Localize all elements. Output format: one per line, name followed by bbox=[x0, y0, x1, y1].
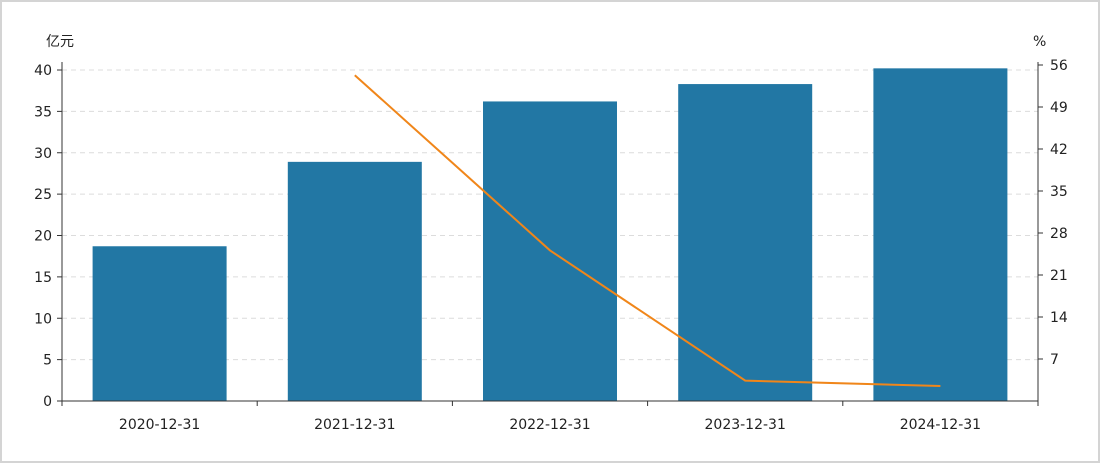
x-axis-tick-label: 2021-12-31 bbox=[314, 417, 395, 433]
left-axis-tick-label: 40 bbox=[34, 63, 52, 79]
left-axis-tick-label: 30 bbox=[34, 146, 52, 162]
left-axis-tick-label: 25 bbox=[34, 187, 52, 203]
axes: 0 5 10 15 20 25 30 35 40 7 14 21 28 35 42 49 56 2020-12-3… bbox=[34, 58, 1068, 433]
left-axis-tick-label: 15 bbox=[34, 270, 52, 286]
bar bbox=[678, 84, 813, 401]
growth-line bbox=[354, 74, 941, 387]
left-axis-tick-label: 35 bbox=[34, 104, 52, 120]
left-axis-tick-label: 10 bbox=[34, 311, 52, 327]
right-axis-tick-label: 28 bbox=[1050, 226, 1068, 242]
bar bbox=[287, 161, 422, 401]
right-axis-unit: % bbox=[1033, 34, 1046, 50]
right-axis-tick-label: 14 bbox=[1050, 310, 1068, 326]
x-axis-tick-label: 2024-12-31 bbox=[900, 417, 981, 433]
x-axis-tick-label: 2020-12-31 bbox=[119, 417, 200, 433]
left-axis-tick-label: 20 bbox=[34, 229, 52, 245]
right-axis-tick-label: 49 bbox=[1050, 100, 1068, 116]
left-axis-unit: 亿元 bbox=[46, 34, 74, 50]
left-axis-tick-label: 5 bbox=[43, 353, 52, 369]
line-series bbox=[354, 74, 941, 387]
bar bbox=[873, 68, 1008, 401]
bar-series bbox=[92, 68, 1008, 401]
bar bbox=[92, 246, 227, 401]
right-axis-tick-label: 42 bbox=[1050, 142, 1068, 158]
right-axis-tick-label: 7 bbox=[1050, 352, 1059, 368]
right-axis-tick-label: 35 bbox=[1050, 184, 1068, 200]
right-axis-tick-label: 56 bbox=[1050, 58, 1068, 74]
left-axis-tick-label: 0 bbox=[43, 394, 52, 410]
x-axis-tick-label: 2023-12-31 bbox=[705, 417, 786, 433]
x-axis-tick-label: 2022-12-31 bbox=[509, 417, 590, 433]
right-axis-tick-label: 21 bbox=[1050, 268, 1068, 284]
